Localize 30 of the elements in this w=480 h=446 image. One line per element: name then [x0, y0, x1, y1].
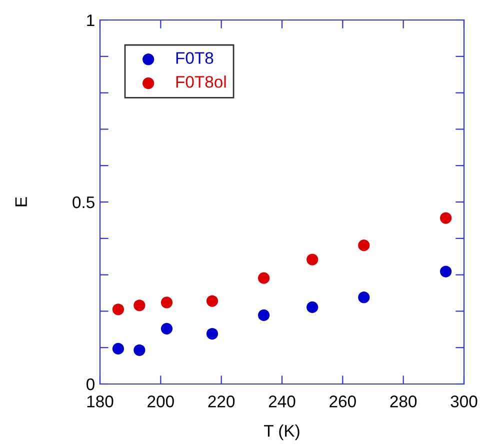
- point: [206, 295, 218, 307]
- x-tick-label: 220: [208, 396, 235, 408]
- x-tick-label: 260: [330, 396, 356, 408]
- point: [258, 272, 270, 284]
- point: [160, 322, 173, 334]
- point: [358, 240, 370, 252]
- x-tick-label: 280: [390, 396, 417, 408]
- x-tick-label: 300: [450, 396, 478, 408]
- point: [206, 328, 218, 340]
- x-tick-label: 200: [148, 396, 174, 408]
- point: [440, 212, 452, 224]
- x-tick-label: 240: [268, 396, 296, 408]
- y-tick-label: 1: [87, 14, 94, 26]
- x-axis-title: T (K): [264, 424, 300, 440]
- point: [112, 342, 124, 354]
- y-axis-title: E: [15, 197, 27, 206]
- point: [134, 344, 146, 356]
- point: [306, 254, 318, 266]
- x-tick-label: 180: [87, 396, 114, 408]
- point: [440, 266, 452, 278]
- legend-label: F0T8: [176, 52, 214, 64]
- point: [258, 309, 270, 322]
- y-tick-label: 0.5: [72, 196, 94, 208]
- legend-label: F0T8ol: [176, 76, 226, 88]
- point: [112, 304, 124, 316]
- y-tick-label: 0: [86, 378, 94, 390]
- point: [134, 300, 146, 312]
- point: [306, 301, 318, 314]
- point: [160, 296, 173, 308]
- point: [358, 292, 370, 304]
